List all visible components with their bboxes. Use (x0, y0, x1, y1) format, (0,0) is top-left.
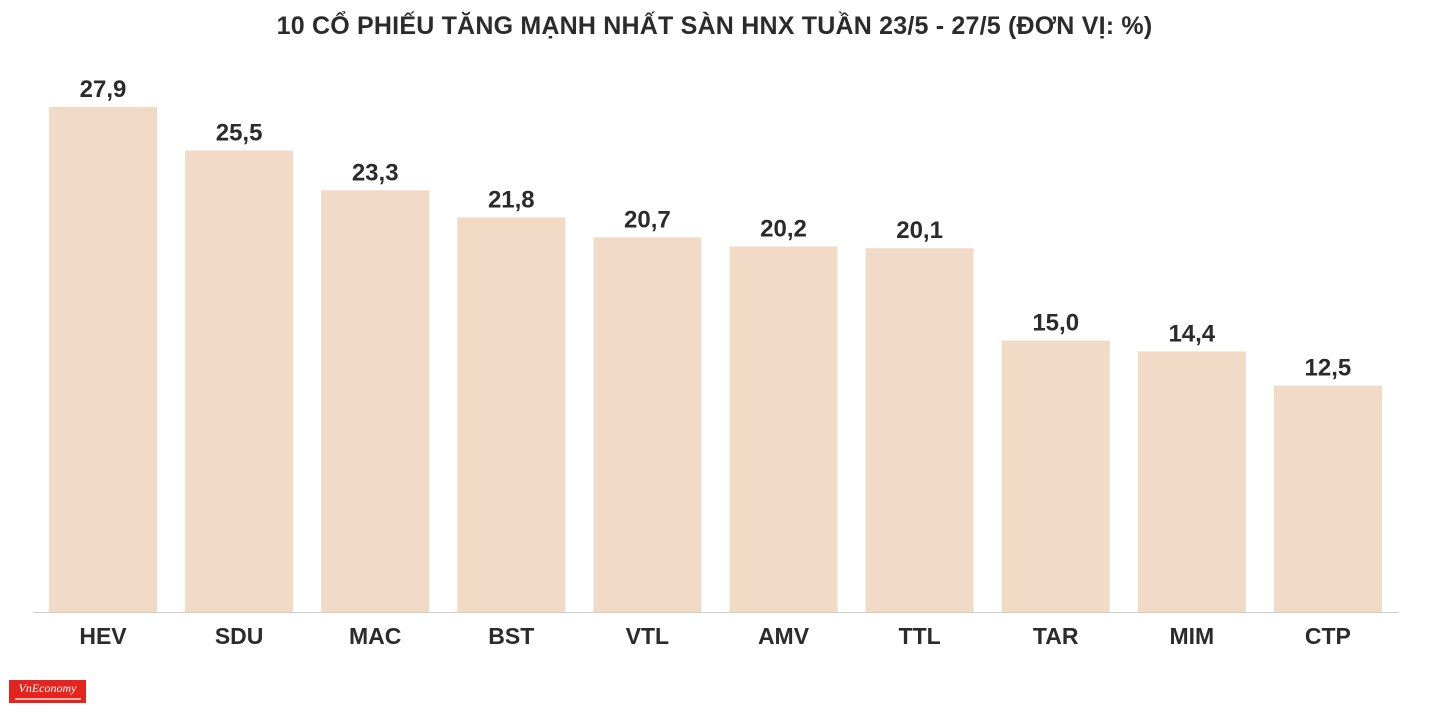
bar-vtl (593, 237, 702, 613)
value-labels-layer: 27,9 25,5 23,3 21,8 20,7 20,2 20,1 15,0 14,4 12,5 (80, 76, 1352, 382)
bar-sdu (185, 150, 294, 612)
bar-mim (1137, 351, 1246, 612)
chart-title: 10 CỔ PHIẾU TĂNG MẠNH NHẤT SÀN HNX TUẦN … (276, 12, 1153, 40)
bar-tar (1001, 340, 1110, 612)
bar-ctp (1273, 385, 1382, 612)
tick-labels-layer: HEV SDU MAC BST VTL AMV TTL TAR MIM CTP (79, 623, 1351, 649)
value-label-bst: 21,8 (488, 186, 535, 213)
value-label-ctp: 12,5 (1305, 355, 1352, 382)
tick-label-amv: AMV (758, 623, 810, 649)
tick-label-mac: MAC (349, 623, 401, 649)
value-label-ttl: 20,1 (896, 217, 943, 244)
logo-tagline-line (14, 698, 81, 700)
value-label-mim: 14,4 (1168, 320, 1215, 347)
bar-bst (457, 217, 566, 612)
vneconomy-logo: VnEconomy (9, 680, 86, 703)
bar-hev (49, 107, 157, 612)
value-label-mac: 23,3 (352, 159, 399, 186)
value-label-amv: 20,2 (760, 215, 807, 242)
value-label-vtl: 20,7 (624, 206, 671, 233)
tick-label-sdu: SDU (215, 623, 264, 649)
bar-ttl (865, 248, 974, 612)
value-label-sdu: 25,5 (216, 119, 263, 146)
tick-label-ttl: TTL (899, 623, 941, 649)
tick-label-mim: MIM (1169, 623, 1214, 649)
value-label-hev: 27,9 (80, 76, 127, 103)
tick-label-vtl: VTL (626, 623, 669, 649)
tick-label-tar: TAR (1033, 623, 1079, 649)
tick-label-bst: BST (488, 623, 534, 649)
bar-amv (729, 246, 838, 612)
value-label-tar: 15,0 (1032, 310, 1079, 337)
tick-label-ctp: CTP (1305, 623, 1351, 649)
logo-text: VnEconomy (18, 681, 77, 695)
bar-mac (321, 190, 430, 613)
bars-layer (49, 107, 1382, 613)
tick-label-hev: HEV (79, 623, 127, 649)
